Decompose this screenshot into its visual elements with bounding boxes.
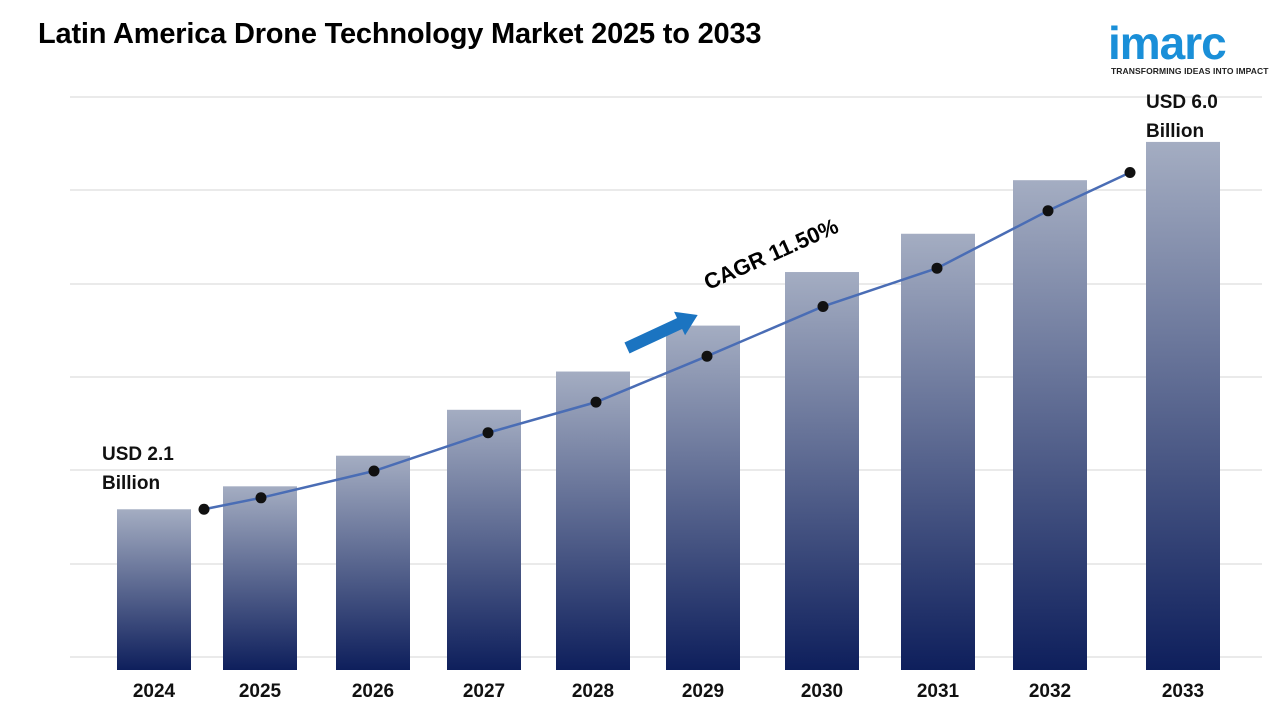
trend-line-path bbox=[203, 171, 1131, 511]
trend-line bbox=[198, 167, 1136, 515]
x-tick-2027: 2027 bbox=[463, 681, 505, 702]
trend-point-2029 bbox=[701, 350, 713, 362]
bar-2024 bbox=[117, 509, 191, 670]
x-tick-2026: 2026 bbox=[352, 681, 394, 702]
imarc-logo: imarc TRANSFORMING IDEAS INTO IMPACT bbox=[1108, 6, 1274, 78]
bar-2026 bbox=[336, 455, 410, 670]
cagr-arrow bbox=[624, 311, 698, 354]
start-value-annotation: USD 2.1 Billion bbox=[102, 440, 174, 498]
trend-point-2033 bbox=[1124, 167, 1136, 179]
trend-point-2024 bbox=[198, 503, 210, 515]
trend-point-2025 bbox=[255, 492, 267, 504]
logo-tagline: TRANSFORMING IDEAS INTO IMPACT bbox=[1111, 66, 1269, 76]
trend-point-2026 bbox=[368, 465, 380, 477]
x-tick-2033: 2033 bbox=[1162, 681, 1204, 702]
trend-point-2028 bbox=[590, 396, 602, 408]
bar-2033 bbox=[1146, 141, 1220, 671]
end-value-annotation: USD 6.0 Billion bbox=[1146, 88, 1218, 146]
bar-2032 bbox=[1013, 180, 1087, 671]
bar-2030 bbox=[785, 272, 859, 670]
x-tick-2030: 2030 bbox=[801, 681, 843, 702]
bar-2025 bbox=[223, 486, 297, 670]
bars bbox=[117, 141, 1220, 671]
trend-point-2031 bbox=[931, 262, 943, 274]
chart-title: Latin America Drone Technology Market 20… bbox=[38, 18, 762, 50]
logo-wordmark: imarc bbox=[1108, 17, 1227, 69]
x-tick-2032: 2032 bbox=[1029, 681, 1071, 702]
trend-point-2030 bbox=[817, 300, 829, 312]
bar-2029 bbox=[666, 325, 740, 670]
end-value-line1: USD 6.0 bbox=[1146, 92, 1218, 113]
x-tick-2031: 2031 bbox=[917, 681, 960, 702]
x-tick-2024: 2024 bbox=[133, 681, 176, 702]
end-value-line2: Billion bbox=[1146, 121, 1205, 142]
x-tick-2025: 2025 bbox=[239, 681, 282, 702]
bar-2028 bbox=[556, 371, 630, 670]
trend-point-2032 bbox=[1042, 205, 1054, 217]
start-value-line2: Billion bbox=[102, 473, 161, 494]
x-axis-ticks: 2024 2025 2026 2027 2028 2029 2030 2031 2032 2033 bbox=[133, 681, 1204, 702]
x-tick-2028: 2028 bbox=[572, 681, 614, 702]
start-value-line1: USD 2.1 bbox=[102, 444, 174, 465]
cagr-arrow-shape bbox=[624, 311, 698, 354]
trend-point-2027 bbox=[482, 427, 494, 439]
bar-2031 bbox=[901, 233, 975, 670]
x-tick-2029: 2029 bbox=[682, 681, 724, 702]
bar-2027 bbox=[447, 409, 521, 670]
